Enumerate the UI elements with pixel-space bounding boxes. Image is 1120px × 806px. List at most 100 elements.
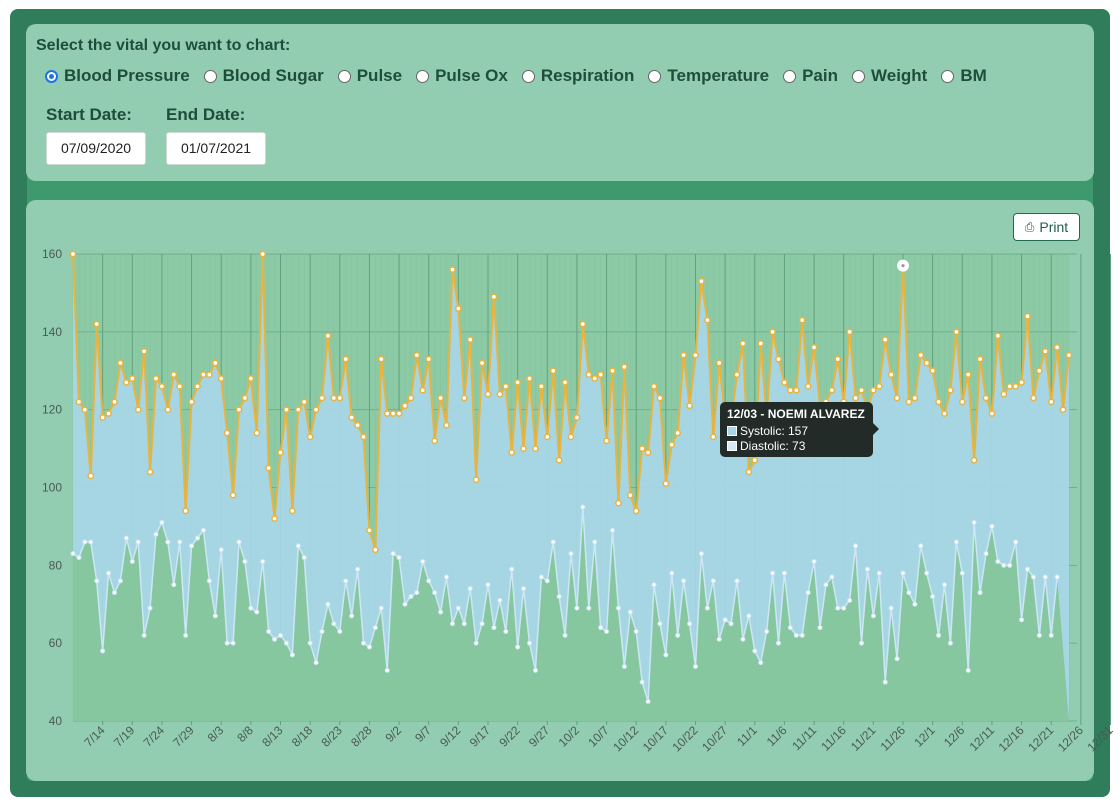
vital-radio-temperature[interactable]: Temperature [648,66,769,86]
radio-circle[interactable] [45,69,58,83]
systolic-point [976,355,984,363]
diastolic-point [645,699,651,705]
systolic-point [828,386,836,394]
start-date-input[interactable]: 07/09/2020 [46,132,146,165]
x-tick-label: 9/2 [382,723,404,745]
diastolic-point [307,640,313,646]
diastolic-point [444,574,449,580]
vital-radio-blood-pressure[interactable]: Blood Pressure [45,66,190,86]
radio-label: Pulse Ox [435,66,508,85]
systolic-point [792,386,800,394]
systolic-point [917,351,925,359]
vital-radio-weight[interactable]: Weight [852,66,927,86]
systolic-point [1012,382,1019,390]
systolic-point [294,406,302,414]
radio-circle[interactable] [203,69,217,83]
systolic-point [395,410,403,417]
radio-circle[interactable] [941,69,955,83]
systolic-point [775,355,782,363]
radio-circle[interactable] [783,69,797,83]
diastolic-point [758,660,764,666]
vital-radio-blood-sugar[interactable]: Blood Sugar [203,66,324,86]
diastolic-point [722,617,728,623]
diastolic-point [615,605,621,611]
vital-radio-pain[interactable]: Pain [783,66,838,86]
diastolic-point [651,582,657,588]
systolic-point [1059,406,1067,414]
diastolic-point [716,636,722,642]
systolic-point [170,371,178,378]
diastolic-point [384,667,390,673]
x-tick-label: 9/22 [496,723,523,750]
x-tick-label: 9/7 [412,723,434,745]
vital-radio-pulse[interactable]: Pulse [337,66,402,86]
x-tick-label: 7/24 [141,723,168,750]
systolic-point [769,328,776,336]
radio-label: Weight [871,66,928,85]
diastolic-point [141,632,147,638]
systolic-point [217,375,225,382]
vital-radio-respiration[interactable]: Respiration [521,66,635,86]
diastolic-point [283,640,289,646]
systolic-point [75,398,83,406]
systolic-point [947,386,954,394]
systolic-point [875,382,883,390]
diastolic-point [272,636,278,642]
radio-circle[interactable] [416,69,430,83]
systolic-point [241,394,249,402]
systolic-point [87,472,95,480]
systolic-point [1018,379,1025,386]
radio-circle[interactable] [337,69,351,83]
systolic-point [579,320,587,328]
diastolic-point [669,570,675,576]
diastolic-point [675,632,681,638]
systolic-point [366,526,373,534]
diastolic-point [372,625,378,631]
diastolic-point [639,679,645,685]
systolic-point [407,394,415,402]
x-tick-label: 11/11 [789,723,819,753]
print-button[interactable]: ⎙ Print [1013,213,1080,241]
radio-label: Respiration [540,66,635,85]
systolic-point [188,398,195,406]
vital-radio-pulse-ox[interactable]: Pulse Ox [416,66,508,86]
systolic-point [336,394,344,402]
radio-label: Blood Pressure [64,66,190,85]
x-tick-label: 11/6 [764,723,790,749]
diastolic-point [503,628,509,634]
diastolic-point [621,664,627,670]
systolic-point [532,445,539,452]
x-tick-label: 11/21 [848,723,879,754]
systolic-point [152,375,160,382]
diastolic-point [521,586,527,592]
radio-circle[interactable] [521,69,535,83]
vital-radio-bm[interactable]: BM [941,66,987,86]
diastolic-point [776,640,781,646]
diastolic-point [965,667,971,673]
x-tick-label: 9/17 [467,723,494,750]
systolic-point [81,406,89,414]
radio-circle[interactable] [852,69,865,83]
systolic-point [419,386,427,394]
hovered-point-center [901,264,905,268]
diastolic-point [734,578,740,584]
diastolic-point [426,578,432,584]
systolic-point [638,445,646,452]
y-tick-label: 100 [42,481,62,495]
end-date-input[interactable]: 01/07/2021 [166,132,266,165]
diastolic-point [94,578,100,584]
diastolic-point [1054,574,1060,580]
diastolic-point [313,660,319,666]
x-tick-label: 8/3 [205,723,227,745]
diastolic-point [183,632,189,638]
diastolic-point [847,597,853,603]
x-tick-label: 11/16 [818,723,849,754]
diastolic-point [236,539,242,545]
systolic-point [128,375,136,382]
systolic-point [383,410,391,417]
radio-circle[interactable] [648,69,662,83]
diastolic-point [568,551,574,557]
diastolic-point [1007,562,1013,568]
x-tick-label: 8/23 [318,723,345,750]
diastolic-point [461,621,467,627]
